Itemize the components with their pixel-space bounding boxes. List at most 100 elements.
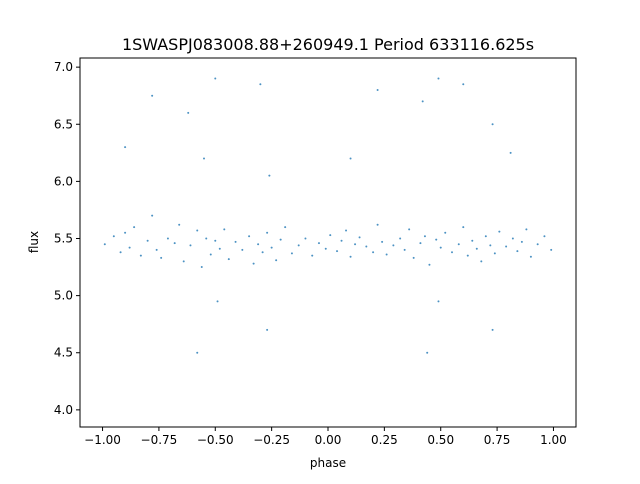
y-tick-label: 4.5 [54, 346, 73, 360]
y-axis: 4.0 4.5 5.0 5.5 6.0 6.5 7.0 [54, 60, 80, 417]
data-points [103, 77, 553, 354]
data-point [480, 260, 483, 263]
data-point [266, 328, 269, 331]
data-point [536, 243, 539, 246]
data-point [178, 223, 181, 226]
data-point [155, 248, 158, 251]
data-point [462, 83, 465, 86]
data-point [139, 254, 142, 257]
data-point [419, 242, 422, 245]
data-point [284, 226, 287, 229]
data-point [437, 300, 440, 303]
data-point [376, 88, 379, 91]
x-tick-label: −1.00 [84, 433, 121, 447]
data-point [358, 236, 361, 239]
data-point [124, 231, 127, 234]
data-point [543, 235, 546, 238]
data-point [124, 146, 127, 149]
data-point [462, 226, 465, 229]
data-point [491, 328, 494, 331]
data-point [451, 251, 453, 254]
data-point [112, 235, 115, 238]
data-point [266, 231, 269, 234]
data-point [214, 239, 217, 242]
data-point [421, 100, 424, 103]
data-point [317, 242, 320, 245]
data-point [166, 237, 169, 240]
data-point [223, 228, 226, 231]
data-point [261, 251, 264, 254]
data-point [297, 244, 300, 247]
data-point [444, 231, 447, 234]
data-point [408, 228, 411, 231]
data-point [489, 244, 492, 247]
data-point [279, 238, 282, 241]
data-point [354, 243, 357, 246]
data-point [290, 252, 293, 255]
data-point [516, 250, 519, 253]
data-point [498, 230, 501, 233]
data-point [423, 235, 426, 238]
data-point [128, 246, 131, 249]
data-point [345, 229, 348, 232]
data-point [426, 351, 429, 354]
data-point [227, 258, 230, 261]
data-point [257, 243, 260, 246]
data-point [491, 123, 494, 126]
data-point [525, 228, 528, 231]
data-point [520, 240, 523, 243]
data-point [205, 237, 208, 240]
data-point [268, 174, 271, 177]
y-tick-label: 7.0 [54, 60, 73, 74]
data-point [529, 255, 532, 258]
y-tick-label: 4.0 [54, 403, 73, 417]
data-point [505, 245, 508, 248]
x-tick-label: 0.00 [315, 433, 342, 447]
data-point [218, 247, 221, 250]
data-point [392, 244, 395, 247]
data-point [336, 250, 339, 253]
x-tick-label: 0.25 [371, 433, 398, 447]
chart-title: 1SWASPJ083008.88+260949.1 Period 633116.… [122, 35, 534, 54]
x-tick-label: 0.75 [484, 433, 511, 447]
data-point [437, 77, 440, 80]
data-point [248, 235, 251, 238]
data-point [146, 239, 149, 242]
x-axis-label: phase [310, 456, 346, 470]
data-point [196, 229, 199, 232]
data-point [403, 248, 406, 251]
x-tick-label: −0.25 [253, 433, 290, 447]
data-point [466, 254, 469, 257]
data-point [160, 256, 163, 259]
data-point [241, 248, 244, 251]
data-point [376, 223, 379, 226]
x-axis: −1.00 −0.75 −0.50 −0.25 0.00 0.25 0.50 0.75 1.00 [84, 427, 567, 447]
data-point [203, 157, 205, 160]
y-tick-label: 5.5 [54, 232, 73, 246]
y-axis-label: flux [27, 231, 41, 253]
data-point [216, 300, 219, 303]
data-point [214, 77, 217, 80]
data-point [509, 151, 512, 154]
data-point [103, 243, 106, 246]
x-tick-label: −0.75 [141, 433, 178, 447]
data-point [550, 248, 553, 251]
data-point [119, 251, 122, 254]
data-point [259, 83, 262, 86]
y-tick-label: 6.0 [54, 174, 73, 188]
data-point [399, 237, 402, 240]
x-tick-label: −0.50 [197, 433, 234, 447]
data-point [234, 240, 237, 243]
data-point [412, 256, 415, 259]
y-tick-label: 5.0 [54, 289, 73, 303]
data-point [275, 259, 278, 262]
data-point [385, 253, 388, 256]
data-point [252, 262, 255, 265]
data-point [196, 351, 199, 354]
data-point [471, 239, 474, 242]
data-point [189, 244, 192, 247]
y-tick-label: 6.5 [54, 117, 73, 131]
